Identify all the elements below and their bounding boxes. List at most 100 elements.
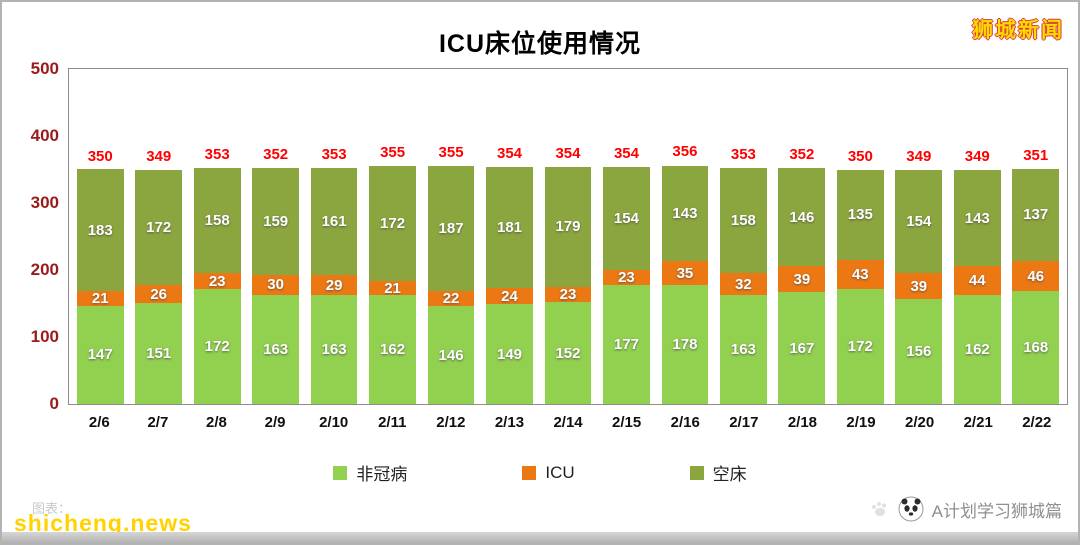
bar-group: 354 154 23 177: [597, 69, 655, 404]
credit-text: A计划学习狮城篇: [931, 501, 1062, 521]
bar-segment-3: 187: [427, 166, 475, 292]
bar-value-label: 147: [87, 346, 113, 364]
bar-value-label: 44: [968, 272, 986, 290]
bar-value-label: 162: [380, 341, 406, 359]
y-tick-label: 0: [49, 394, 59, 413]
panda-logo-icon: [898, 496, 924, 522]
x-axis-label: 2/20: [905, 414, 935, 431]
bar-value-label: 172: [204, 337, 230, 355]
bar-value-label: 158: [204, 211, 230, 229]
bar-group: 352 146 39 167: [773, 69, 831, 404]
paw-print-icon: [871, 502, 886, 516]
bar-group: 350 135 43 172: [831, 69, 889, 404]
bar-group: 353 161 29 163: [305, 69, 363, 404]
bar-segment-2: 43: [836, 259, 884, 289]
legend-label: 空床: [712, 465, 747, 484]
y-tick-label: 400: [30, 126, 59, 145]
bar-stack: 161 29 163: [310, 69, 358, 404]
watermark-text: shicheng.news: [14, 510, 192, 536]
bar-segment-2: 30: [252, 274, 300, 295]
source-note: 图表：: [32, 501, 72, 516]
bar-segment-2: 22: [427, 290, 475, 308]
bar-segment-3: 172: [369, 166, 416, 282]
bar-total-label: 349: [964, 148, 990, 166]
bar-value-label: 152: [555, 344, 581, 362]
bar-total-label: 349: [906, 148, 932, 166]
bar-stack: 159 30 163: [252, 69, 300, 404]
bar-value-label: 35: [676, 264, 694, 282]
bar-segment-3: 143: [661, 165, 709, 262]
bar-value-label: 183: [87, 221, 113, 239]
bar-value-label: 46: [1027, 267, 1045, 285]
legend: 非冠病 ICU 空床: [2, 460, 1078, 485]
bar-segment-3: 172: [135, 170, 183, 286]
bar-segment-1: 172: [193, 288, 241, 404]
bar-value-label: 26: [150, 285, 168, 303]
bar-total-label: 353: [730, 145, 756, 163]
bar-segment-3: 154: [895, 170, 943, 274]
bar-group: 355 187 22 146: [422, 69, 480, 404]
bar-segment-2: 46: [1012, 260, 1060, 292]
x-axis-label: 2/18: [787, 414, 818, 431]
bar-segment-1: 163: [310, 294, 358, 404]
bar-value-label: 43: [851, 265, 869, 283]
x-axis-label: 2/16: [670, 414, 700, 431]
bar-value-label: 137: [1023, 206, 1049, 224]
bar-segment-1: 149: [486, 304, 533, 404]
bar-segment-3: 183: [76, 168, 124, 292]
bar-total-label: 351: [1023, 146, 1049, 164]
bar-group: 355 172 21 162: [363, 69, 421, 404]
bar-value-label: 181: [496, 218, 523, 236]
bar-value-label: 177: [613, 336, 639, 354]
bar-value-label: 156: [906, 343, 932, 361]
bar-group: 354 181 24 149: [480, 69, 538, 404]
bar-segment-2: 35: [661, 261, 709, 285]
x-axis-label: 2/7: [147, 414, 169, 431]
bar-stack: 158 32 163: [720, 69, 767, 404]
bar-segment-2: 44: [953, 266, 1001, 296]
bar-segment-1: 168: [1012, 291, 1060, 404]
bar-value-label: 29: [325, 276, 343, 294]
legend-item: 空床: [689, 460, 747, 485]
bar-value-label: 167: [789, 339, 815, 357]
legend-swatch: [689, 465, 704, 480]
bar-value-label: 21: [384, 279, 401, 297]
bar-value-label: 154: [906, 213, 932, 231]
bar-segment-1: 172: [836, 288, 884, 404]
bar-segment-2: 23: [193, 272, 241, 290]
bar-segment-2: 32: [720, 273, 767, 295]
bar-stack: 183 21 147: [76, 69, 124, 404]
bar-value-label: 30: [267, 276, 284, 294]
plot-area: 0 100 200 300 400 500 350 183 21 147 349 172 26 151 3…: [31, 59, 1068, 413]
bar-segment-3: 137: [1012, 168, 1060, 261]
bar-total-label: 354: [497, 144, 523, 162]
bar-segment-2: 39: [778, 266, 826, 293]
bar-stack: 179 23 152: [544, 69, 592, 404]
bar-segment-3: 154: [603, 166, 650, 271]
brand-logo-text: 狮城新闻: [972, 19, 1064, 42]
bar-stack: 154 23 177: [603, 69, 650, 404]
bar-value-label: 23: [208, 272, 226, 290]
x-axis-label: 2/6: [88, 414, 110, 431]
bar-value-label: 22: [442, 290, 460, 308]
bar-value-label: 21: [91, 289, 109, 307]
bar-group: 349 172 26 151: [129, 69, 187, 404]
bar-value-label: 151: [146, 344, 172, 362]
x-axis-label: 2/12: [436, 414, 466, 431]
x-axis-label: 2/17: [729, 414, 759, 431]
legend-swatch: [333, 465, 348, 480]
x-axis-label: 2/10: [319, 414, 349, 431]
bar-group: 353 158 23 172: [188, 69, 246, 404]
legend-label: 非冠病: [356, 465, 408, 484]
bar-stack: 154 39 156: [895, 69, 943, 404]
y-tick-label: 100: [30, 327, 59, 346]
x-labels: 2/6 2/7 2/8 2/9 2/10 2/11 2/12 2/13 2/14 2/15 2/16…: [68, 414, 1068, 431]
bar-value-label: 39: [793, 270, 811, 288]
bar-total-label: 354: [613, 144, 639, 162]
bar-group: 354 179 23 152: [539, 69, 597, 404]
credit-badge: A计划学习狮城篇: [870, 496, 1062, 522]
bar-stack: 135 43 172: [836, 69, 884, 404]
bar-segment-3: 158: [720, 167, 767, 274]
bar-segment-3: 159: [252, 168, 300, 275]
bar-value-label: 168: [1023, 339, 1049, 357]
